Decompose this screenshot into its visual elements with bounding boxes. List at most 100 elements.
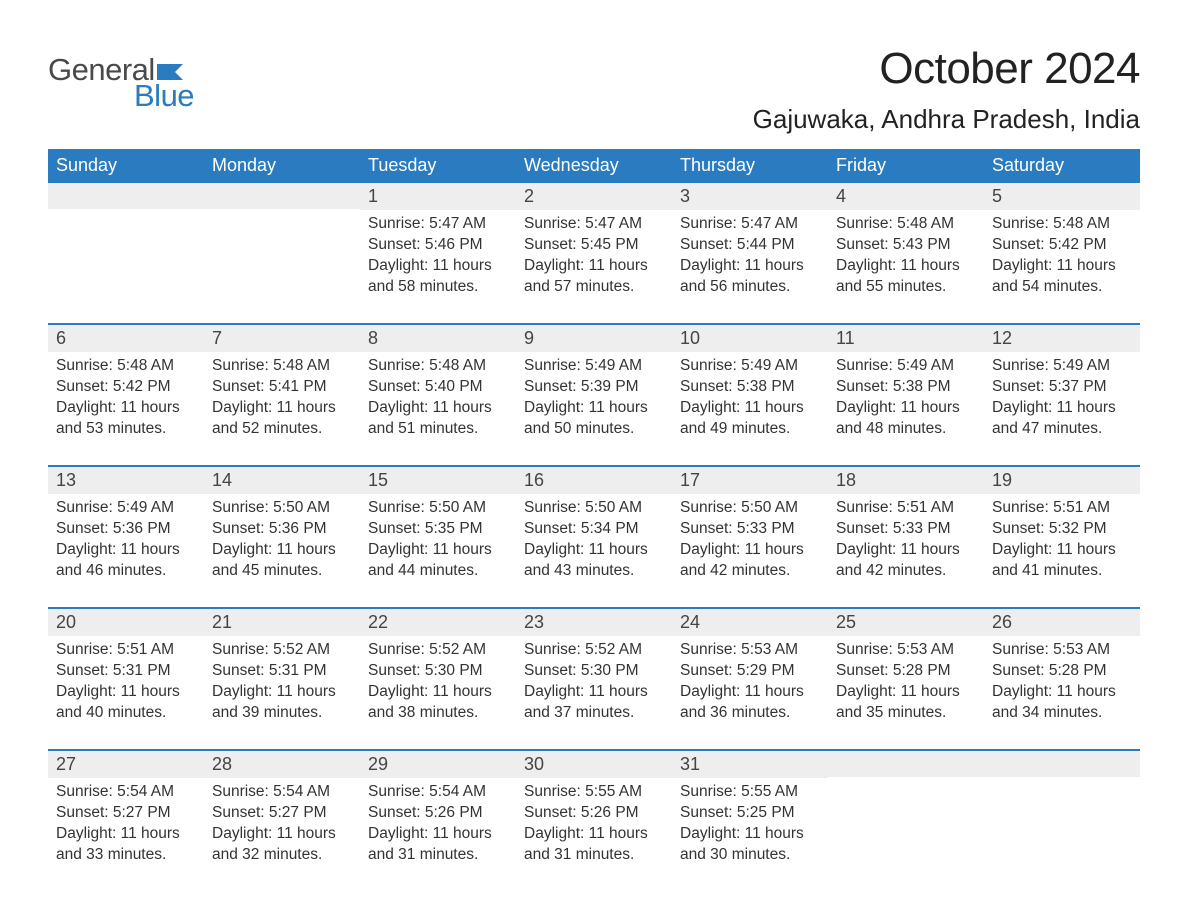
- day-cell: 6Sunrise: 5:48 AMSunset: 5:42 PMDaylight…: [48, 325, 204, 465]
- day-daylight2: and 48 minutes.: [836, 419, 976, 440]
- week-row: 20Sunrise: 5:51 AMSunset: 5:31 PMDayligh…: [48, 607, 1140, 749]
- day-sunset: Sunset: 5:35 PM: [368, 519, 508, 540]
- day-number: 8: [360, 325, 516, 352]
- day-sunset: Sunset: 5:27 PM: [212, 803, 352, 824]
- day-sunrise: Sunrise: 5:48 AM: [836, 214, 976, 235]
- day-daylight1: Daylight: 11 hours: [524, 256, 664, 277]
- day-daylight2: and 34 minutes.: [992, 703, 1132, 724]
- day-number: 27: [48, 751, 204, 778]
- day-number: 9: [516, 325, 672, 352]
- day-cell: 10Sunrise: 5:49 AMSunset: 5:38 PMDayligh…: [672, 325, 828, 465]
- day-number: 11: [828, 325, 984, 352]
- day-cell: 20Sunrise: 5:51 AMSunset: 5:31 PMDayligh…: [48, 609, 204, 749]
- day-daylight2: and 42 minutes.: [836, 561, 976, 582]
- day-cell: 29Sunrise: 5:54 AMSunset: 5:26 PMDayligh…: [360, 751, 516, 891]
- day-sunrise: Sunrise: 5:52 AM: [212, 640, 352, 661]
- day-sunset: Sunset: 5:29 PM: [680, 661, 820, 682]
- day-number: [984, 751, 1140, 777]
- day-daylight1: Daylight: 11 hours: [680, 256, 820, 277]
- day-body: Sunrise: 5:47 AMSunset: 5:46 PMDaylight:…: [360, 210, 516, 306]
- day-number: 14: [204, 467, 360, 494]
- weekday-header: Thursday: [672, 149, 828, 183]
- day-daylight1: Daylight: 11 hours: [368, 398, 508, 419]
- day-number: 22: [360, 609, 516, 636]
- day-daylight1: Daylight: 11 hours: [836, 256, 976, 277]
- day-daylight2: and 41 minutes.: [992, 561, 1132, 582]
- day-sunrise: Sunrise: 5:48 AM: [56, 356, 196, 377]
- day-sunrise: Sunrise: 5:52 AM: [524, 640, 664, 661]
- day-sunset: Sunset: 5:43 PM: [836, 235, 976, 256]
- day-daylight1: Daylight: 11 hours: [212, 540, 352, 561]
- day-sunset: Sunset: 5:42 PM: [992, 235, 1132, 256]
- weekday-header-row: Sunday Monday Tuesday Wednesday Thursday…: [48, 149, 1140, 183]
- day-number: 24: [672, 609, 828, 636]
- day-sunrise: Sunrise: 5:51 AM: [992, 498, 1132, 519]
- day-sunrise: Sunrise: 5:53 AM: [836, 640, 976, 661]
- day-daylight1: Daylight: 11 hours: [992, 256, 1132, 277]
- day-body: Sunrise: 5:48 AMSunset: 5:43 PMDaylight:…: [828, 210, 984, 306]
- day-daylight2: and 53 minutes.: [56, 419, 196, 440]
- day-daylight1: Daylight: 11 hours: [56, 824, 196, 845]
- day-sunrise: Sunrise: 5:49 AM: [56, 498, 196, 519]
- weekday-header: Sunday: [48, 149, 204, 183]
- day-cell: 31Sunrise: 5:55 AMSunset: 5:25 PMDayligh…: [672, 751, 828, 891]
- day-sunset: Sunset: 5:31 PM: [56, 661, 196, 682]
- day-sunset: Sunset: 5:31 PM: [212, 661, 352, 682]
- week-row: 6Sunrise: 5:48 AMSunset: 5:42 PMDaylight…: [48, 323, 1140, 465]
- day-cell: 17Sunrise: 5:50 AMSunset: 5:33 PMDayligh…: [672, 467, 828, 607]
- day-sunset: Sunset: 5:38 PM: [836, 377, 976, 398]
- week-row: 27Sunrise: 5:54 AMSunset: 5:27 PMDayligh…: [48, 749, 1140, 891]
- day-sunset: Sunset: 5:34 PM: [524, 519, 664, 540]
- day-body: Sunrise: 5:55 AMSunset: 5:25 PMDaylight:…: [672, 778, 828, 874]
- day-daylight2: and 32 minutes.: [212, 845, 352, 866]
- day-body: Sunrise: 5:48 AMSunset: 5:42 PMDaylight:…: [984, 210, 1140, 306]
- day-body: Sunrise: 5:52 AMSunset: 5:30 PMDaylight:…: [360, 636, 516, 732]
- day-daylight2: and 51 minutes.: [368, 419, 508, 440]
- day-daylight2: and 39 minutes.: [212, 703, 352, 724]
- day-daylight1: Daylight: 11 hours: [56, 398, 196, 419]
- weekday-header: Monday: [204, 149, 360, 183]
- day-body: Sunrise: 5:51 AMSunset: 5:32 PMDaylight:…: [984, 494, 1140, 590]
- week-row: 13Sunrise: 5:49 AMSunset: 5:36 PMDayligh…: [48, 465, 1140, 607]
- header: General Blue October 2024 Gajuwaka, Andh…: [48, 44, 1140, 135]
- day-number: 2: [516, 183, 672, 210]
- day-sunset: Sunset: 5:28 PM: [992, 661, 1132, 682]
- day-number: 21: [204, 609, 360, 636]
- month-title: October 2024: [753, 44, 1140, 94]
- day-sunset: Sunset: 5:28 PM: [836, 661, 976, 682]
- day-cell: 11Sunrise: 5:49 AMSunset: 5:38 PMDayligh…: [828, 325, 984, 465]
- day-daylight2: and 36 minutes.: [680, 703, 820, 724]
- day-sunrise: Sunrise: 5:53 AM: [992, 640, 1132, 661]
- day-number: 31: [672, 751, 828, 778]
- day-body: Sunrise: 5:54 AMSunset: 5:27 PMDaylight:…: [48, 778, 204, 874]
- day-number: 29: [360, 751, 516, 778]
- day-number: 20: [48, 609, 204, 636]
- day-daylight1: Daylight: 11 hours: [368, 256, 508, 277]
- day-cell: 5Sunrise: 5:48 AMSunset: 5:42 PMDaylight…: [984, 183, 1140, 323]
- day-sunrise: Sunrise: 5:50 AM: [524, 498, 664, 519]
- day-body: Sunrise: 5:54 AMSunset: 5:26 PMDaylight:…: [360, 778, 516, 874]
- day-sunrise: Sunrise: 5:55 AM: [524, 782, 664, 803]
- day-cell: 14Sunrise: 5:50 AMSunset: 5:36 PMDayligh…: [204, 467, 360, 607]
- day-daylight2: and 46 minutes.: [56, 561, 196, 582]
- weekday-header: Friday: [828, 149, 984, 183]
- day-sunset: Sunset: 5:38 PM: [680, 377, 820, 398]
- day-number: 7: [204, 325, 360, 352]
- day-sunset: Sunset: 5:26 PM: [524, 803, 664, 824]
- day-sunrise: Sunrise: 5:48 AM: [212, 356, 352, 377]
- day-daylight1: Daylight: 11 hours: [368, 540, 508, 561]
- day-cell: 3Sunrise: 5:47 AMSunset: 5:44 PMDaylight…: [672, 183, 828, 323]
- day-cell: 18Sunrise: 5:51 AMSunset: 5:33 PMDayligh…: [828, 467, 984, 607]
- day-daylight2: and 37 minutes.: [524, 703, 664, 724]
- day-cell: 16Sunrise: 5:50 AMSunset: 5:34 PMDayligh…: [516, 467, 672, 607]
- day-cell: 15Sunrise: 5:50 AMSunset: 5:35 PMDayligh…: [360, 467, 516, 607]
- day-body: Sunrise: 5:52 AMSunset: 5:31 PMDaylight:…: [204, 636, 360, 732]
- day-number: 6: [48, 325, 204, 352]
- day-sunrise: Sunrise: 5:51 AM: [56, 640, 196, 661]
- title-block: October 2024 Gajuwaka, Andhra Pradesh, I…: [753, 44, 1140, 135]
- day-daylight1: Daylight: 11 hours: [992, 398, 1132, 419]
- day-sunset: Sunset: 5:26 PM: [368, 803, 508, 824]
- day-daylight2: and 55 minutes.: [836, 277, 976, 298]
- day-number: 12: [984, 325, 1140, 352]
- day-body: Sunrise: 5:55 AMSunset: 5:26 PMDaylight:…: [516, 778, 672, 874]
